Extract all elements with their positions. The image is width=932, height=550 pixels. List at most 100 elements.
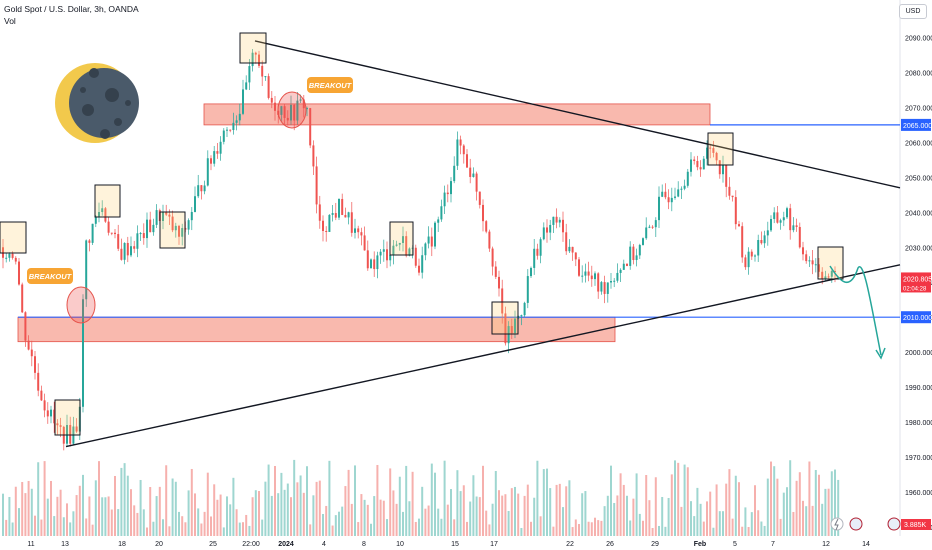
candle-body: [98, 212, 100, 217]
volume-bar: [814, 469, 817, 536]
time-tick-label: 11: [27, 541, 34, 548]
volume-bar: [715, 484, 718, 536]
candle-body: [408, 248, 411, 256]
candle-body: [750, 251, 753, 257]
volume-bar: [594, 517, 596, 536]
candle-body: [59, 425, 62, 427]
candle-body: [104, 208, 107, 222]
volume-bar: [437, 508, 440, 536]
volume-bar: [270, 495, 273, 536]
highlight-box: [389, 221, 414, 256]
candle-body: [293, 104, 296, 121]
candle-body: [466, 154, 468, 168]
volume-bar: [757, 510, 760, 536]
candle-body: [434, 222, 436, 247]
volume-bar: [462, 485, 465, 536]
currency-button[interactable]: USD: [899, 4, 927, 19]
volume-bar: [306, 466, 308, 536]
candle-body: [520, 315, 523, 317]
candle-body: [469, 167, 472, 177]
candle-body: [290, 104, 292, 121]
candle-body: [248, 66, 251, 83]
volume-bar: [523, 495, 526, 536]
candle-body: [594, 273, 596, 280]
volume-bar: [286, 483, 289, 536]
candle-body: [280, 106, 283, 115]
candle-body: [552, 216, 555, 225]
volume-bar: [18, 508, 20, 536]
candle-body: [686, 171, 689, 186]
price-level-label: 2010.000: [903, 315, 932, 322]
candle-body: [558, 219, 561, 223]
volume-bar: [488, 524, 491, 536]
candle-body: [664, 191, 667, 198]
volume-bar: [603, 506, 606, 536]
volume-bar: [773, 466, 776, 536]
highlight-box: [817, 246, 844, 280]
volume-bar: [725, 483, 728, 536]
candle-body: [107, 221, 110, 233]
candle-body: [667, 197, 670, 203]
volume-bar: [312, 495, 315, 536]
time-tick-label: 22:00: [242, 541, 260, 548]
volume-bar: [482, 465, 484, 536]
candle-body: [696, 160, 699, 168]
candle-body: [427, 236, 430, 244]
candle-body: [366, 250, 369, 269]
current-price-tag: [901, 272, 931, 293]
volume-bar: [821, 503, 824, 536]
volume-bar: [539, 516, 542, 536]
candle-body: [91, 223, 94, 243]
volume-bar: [811, 505, 814, 536]
candle-body: [475, 173, 478, 192]
volume-bar: [530, 521, 532, 536]
volume-bar: [667, 497, 670, 536]
highlight-box: [0, 221, 27, 254]
volume-label: Vol: [4, 16, 16, 26]
volume-bar: [91, 524, 94, 536]
candle-body: [654, 220, 657, 228]
candle-body: [328, 214, 331, 232]
volume-bar: [82, 474, 84, 536]
candle-body: [670, 197, 673, 203]
candle-body: [101, 208, 104, 213]
candle-body: [197, 185, 200, 197]
volume-tag: [901, 519, 931, 530]
candle-body: [219, 141, 222, 154]
time-tick-label: 18: [118, 541, 126, 548]
projection-arrow-head: [875, 347, 886, 360]
volume-bar: [696, 487, 699, 536]
volume-bar: [5, 519, 8, 536]
volume-bar: [498, 490, 500, 536]
volume-bar: [741, 526, 744, 536]
candle-body: [830, 271, 833, 277]
price-tick-label: 2060.000: [905, 140, 932, 147]
volume-bar: [446, 504, 449, 536]
volume-bar: [133, 505, 136, 536]
volume-bar: [66, 503, 68, 536]
time-tick-label: 20: [155, 541, 163, 548]
candle-body: [523, 302, 526, 316]
volume-bar: [469, 501, 472, 536]
volume-bar: [565, 486, 568, 536]
candle-body: [824, 276, 827, 279]
candle-body: [187, 220, 190, 230]
candle-body: [392, 245, 395, 256]
candle-body: [232, 122, 235, 131]
volume-bar: [27, 480, 30, 536]
volume-bar: [792, 511, 795, 536]
volume-bar: [738, 482, 740, 536]
candle-body: [309, 108, 312, 146]
volume-bar: [347, 469, 350, 536]
time-tick-label: 2024: [278, 541, 294, 548]
volume-bar: [142, 509, 145, 536]
moon-crater: [105, 88, 119, 102]
volume-bar: [59, 489, 62, 536]
highlight-box: [239, 32, 267, 64]
volume-bar: [389, 468, 392, 536]
lightning-icon[interactable]: [830, 517, 844, 531]
candle-body: [443, 192, 446, 207]
candle-body: [334, 213, 337, 218]
volume-bar: [616, 495, 619, 536]
